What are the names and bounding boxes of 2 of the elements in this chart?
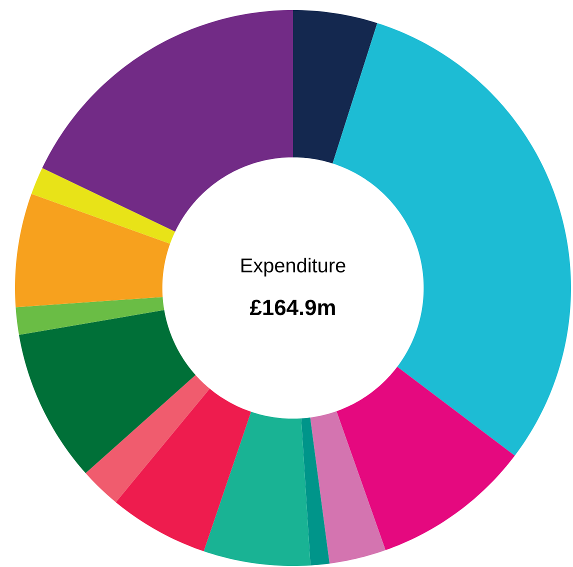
text: £164.9m (250, 300, 335, 316)
text: Expenditure (241, 258, 346, 276)
